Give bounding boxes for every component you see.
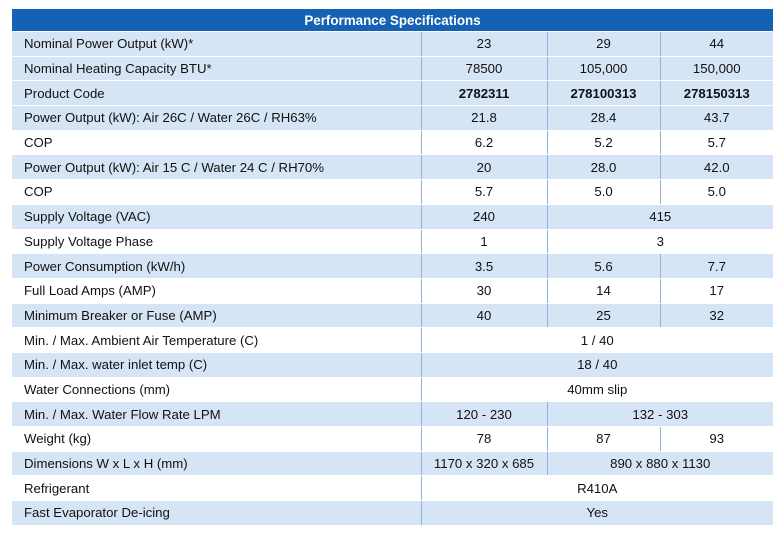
row-label: Supply Voltage (VAC) [12, 204, 421, 230]
spec-table-container: Performance Specifications Nominal Power… [12, 9, 773, 526]
cell-value: 1 [420, 229, 547, 255]
cell-value: 6.2 [420, 130, 547, 156]
row-label: Dimensions W x L x H (mm) [12, 451, 421, 477]
table-row: Product Code 2782311 278100313 278150313 [12, 80, 773, 107]
cell-value: 28.4 [546, 105, 660, 131]
row-label: Min. / Max. water inlet temp (C) [12, 352, 421, 378]
cell-value: 21.8 [420, 105, 547, 131]
cell-value: 5.7 [420, 179, 547, 205]
cell-value: 5.2 [546, 130, 660, 156]
cell-value: 1 / 40 [420, 327, 773, 353]
row-label: Nominal Heating Capacity BTU* [12, 56, 421, 82]
cell-value: 28.0 [546, 154, 660, 181]
row-label: Fast Evaporator De-icing [12, 500, 421, 526]
cell-value: 29 [546, 31, 660, 57]
cell-value: 105,000 [546, 56, 660, 82]
cell-value: 30 [420, 278, 547, 304]
cell-value: 42.0 [659, 154, 773, 181]
table-row: Min. / Max. Water Flow Rate LPM 120 - 23… [12, 401, 773, 427]
performance-spec-table: Performance Specifications Nominal Power… [12, 9, 773, 526]
table-row: Full Load Amps (AMP) 30 14 17 [12, 278, 773, 304]
row-label: Power Output (kW): Air 26C / Water 26C /… [12, 105, 421, 131]
row-label: Minimum Breaker or Fuse (AMP) [12, 303, 421, 329]
table-row: Supply Voltage Phase 1 3 [12, 229, 773, 255]
product-code-cell: 278100313 [546, 80, 660, 107]
cell-value: 44 [659, 31, 773, 57]
table-row: Supply Voltage (VAC) 240 415 [12, 204, 773, 230]
cell-value: 5.0 [659, 179, 773, 205]
cell-value: 3 [546, 229, 773, 255]
cell-value: 14 [546, 278, 660, 304]
cell-value: 7.7 [659, 253, 773, 279]
row-label: Full Load Amps (AMP) [12, 278, 421, 304]
table-row: COP 5.7 5.0 5.0 [12, 179, 773, 205]
row-label: Refrigerant [12, 475, 421, 502]
table-row: Power Consumption (kW/h) 3.5 5.6 7.7 [12, 253, 773, 279]
table-row: Min. / Max. Ambient Air Temperature (C) … [12, 327, 773, 353]
cell-value: 5.6 [546, 253, 660, 279]
row-label: Power Output (kW): Air 15 C / Water 24 C… [12, 154, 421, 181]
row-label: Supply Voltage Phase [12, 229, 421, 255]
table-row: Dimensions W x L x H (mm) 1170 x 320 x 6… [12, 451, 773, 477]
cell-value: 890 x 880 x 1130 [546, 451, 773, 477]
cell-value: 132 - 303 [546, 401, 773, 427]
cell-value: 20 [420, 154, 547, 181]
row-label: Water Connections (mm) [12, 377, 421, 403]
cell-value: 23 [420, 31, 547, 57]
cell-value: 78 [420, 426, 547, 452]
product-code-cell: 2782311 [420, 80, 547, 107]
cell-value: R410A [420, 475, 773, 502]
table-row: Weight (kg) 78 87 93 [12, 426, 773, 452]
product-code-cell: 278150313 [659, 80, 773, 107]
cell-value: 18 / 40 [420, 352, 773, 378]
table-row: Fast Evaporator De-icing Yes [12, 500, 773, 526]
cell-value: 150,000 [659, 56, 773, 82]
cell-value: 87 [546, 426, 660, 452]
table-row: Min. / Max. water inlet temp (C) 18 / 40 [12, 352, 773, 378]
table-row: Refrigerant R410A [12, 475, 773, 502]
row-label: Nominal Power Output (kW)* [12, 31, 421, 57]
row-label: COP [12, 179, 421, 205]
cell-value: 32 [659, 303, 773, 329]
cell-value: 93 [659, 426, 773, 452]
table-row: Nominal Heating Capacity BTU* 78500 105,… [12, 56, 773, 82]
table-title: Performance Specifications [12, 9, 773, 32]
table-row: Minimum Breaker or Fuse (AMP) 40 25 32 [12, 303, 773, 329]
row-label: Power Consumption (kW/h) [12, 253, 421, 279]
cell-value: 5.7 [659, 130, 773, 156]
cell-value: 78500 [420, 56, 547, 82]
cell-value: 43.7 [659, 105, 773, 131]
cell-value: 25 [546, 303, 660, 329]
row-label: Product Code [12, 80, 421, 107]
row-label: COP [12, 130, 421, 156]
table-row: COP 6.2 5.2 5.7 [12, 130, 773, 156]
row-label: Min. / Max. Water Flow Rate LPM [12, 401, 421, 427]
table-row: Water Connections (mm) 40mm slip [12, 377, 773, 403]
cell-value: 1170 x 320 x 685 [420, 451, 547, 477]
table-row: Nominal Power Output (kW)* 23 29 44 [12, 31, 773, 57]
row-label: Weight (kg) [12, 426, 421, 452]
table-header-row: Performance Specifications [12, 9, 773, 32]
cell-value: 5.0 [546, 179, 660, 205]
cell-value: 17 [659, 278, 773, 304]
cell-value: 40 [420, 303, 547, 329]
cell-value: 240 [420, 204, 547, 230]
cell-value: 415 [546, 204, 773, 230]
row-label: Min. / Max. Ambient Air Temperature (C) [12, 327, 421, 353]
cell-value: Yes [420, 500, 773, 526]
cell-value: 3.5 [420, 253, 547, 279]
cell-value: 120 - 230 [420, 401, 547, 427]
table-row: Power Output (kW): Air 26C / Water 26C /… [12, 105, 773, 131]
cell-value: 40mm slip [420, 377, 773, 403]
table-row: Power Output (kW): Air 15 C / Water 24 C… [12, 154, 773, 181]
